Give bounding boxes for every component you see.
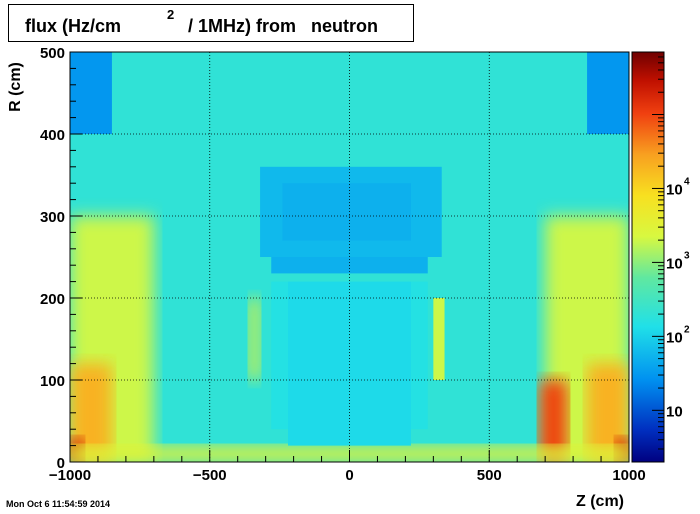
colorbar-tick-label: 10 [666, 181, 683, 198]
heatmap-cell [433, 298, 445, 380]
y-tick-label: 400 [40, 127, 65, 144]
heatmap-cell [70, 52, 112, 134]
colorbar-tick-exponent: 2 [684, 324, 690, 335]
title-part1: flux (Hz/cm [25, 16, 122, 36]
colorbar-tick-label: 10 [666, 403, 683, 420]
heatmap-cell [248, 298, 261, 380]
title-superscript: 2 [167, 7, 175, 22]
y-tick-label: 0 [57, 455, 65, 472]
x-axis: −1000 −500 0 500 1000 [49, 450, 646, 484]
x-axis-label: Z (cm) [576, 493, 624, 510]
heatmap-cell [587, 52, 629, 134]
y-axis-label: R (cm) [7, 62, 24, 112]
colorbar [631, 51, 665, 463]
grid [70, 52, 629, 462]
y-tick-label: 200 [40, 291, 65, 308]
timestamp: Mon Oct 6 11:54:59 2014 [6, 499, 111, 509]
x-tick-label: 500 [477, 467, 502, 484]
colorbar-tick-label: 10 [666, 329, 683, 346]
y-tick-label: 100 [40, 373, 65, 390]
y-tick-label: 500 [40, 45, 65, 62]
x-tick-label: −1000 [49, 467, 91, 484]
title-box: flux (Hz/cm 2 / 1MHz) from neutron [8, 4, 414, 42]
y-tick-label: 300 [40, 209, 65, 226]
colorbar-tick-exponent: 3 [684, 250, 690, 261]
y-axis: 0 100 200 300 400 500 [40, 45, 82, 472]
x-tick-label: −500 [193, 467, 227, 484]
colorbar-tick-exponent: 4 [684, 176, 690, 187]
x-tick-label: 0 [345, 467, 353, 484]
title-part2: / 1MHz) from neutron [183, 16, 378, 36]
heatmap-cell [282, 183, 411, 241]
colorbar-tick-label: 10 [666, 255, 683, 272]
x-tick-label: 1000 [612, 467, 645, 484]
